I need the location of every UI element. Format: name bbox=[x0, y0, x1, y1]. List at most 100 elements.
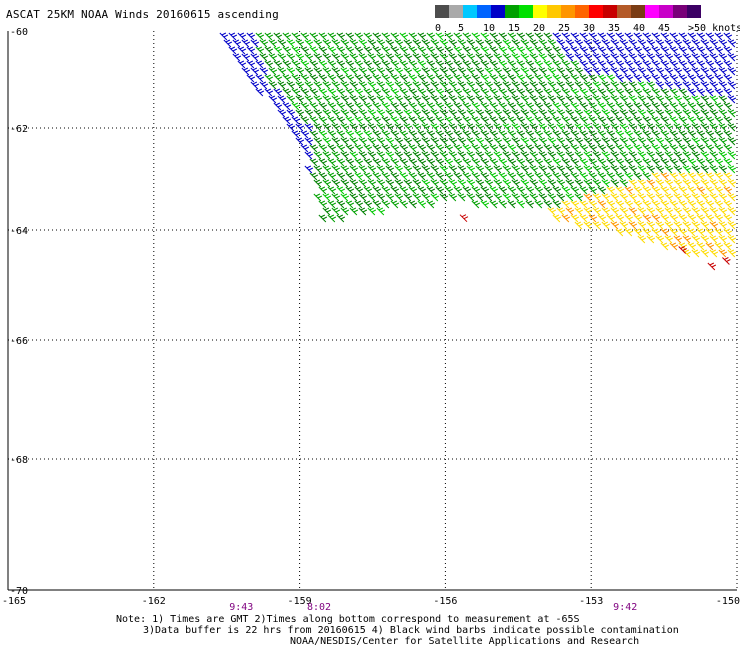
wind-barb bbox=[381, 32, 391, 41]
wind-barb bbox=[444, 102, 454, 111]
wind-barb bbox=[678, 74, 688, 83]
wind-barb bbox=[403, 81, 413, 90]
wind-barb bbox=[367, 207, 377, 216]
wind-barb bbox=[246, 46, 256, 55]
wind-barb bbox=[462, 116, 472, 125]
wind-barb bbox=[597, 214, 607, 223]
wind-barb bbox=[624, 32, 634, 41]
wind-barb bbox=[682, 39, 692, 48]
wind-barb bbox=[655, 235, 665, 244]
wind-barb bbox=[529, 165, 539, 174]
wind-barb bbox=[547, 165, 557, 174]
wind-barb bbox=[637, 235, 647, 244]
wind-barb bbox=[642, 186, 652, 195]
wind-barb bbox=[232, 39, 242, 48]
wind-barb bbox=[610, 151, 620, 160]
wind-barb bbox=[493, 137, 503, 146]
wind-barb bbox=[327, 32, 337, 41]
wind-barb bbox=[673, 207, 683, 216]
wind-barb bbox=[502, 123, 512, 132]
wind-barb bbox=[475, 193, 485, 202]
plot-frame bbox=[7, 31, 738, 591]
colorbar-swatch bbox=[435, 5, 449, 18]
wind-barb bbox=[493, 109, 503, 118]
wind-barb bbox=[660, 74, 670, 83]
wind-barb bbox=[633, 214, 643, 223]
wind-barb bbox=[358, 53, 368, 62]
wind-barb bbox=[565, 53, 575, 62]
wind-barb bbox=[646, 67, 656, 76]
wind-barb bbox=[318, 172, 328, 181]
wind-barb bbox=[660, 88, 670, 97]
wind-barb bbox=[664, 39, 674, 48]
wind-barb bbox=[583, 81, 593, 90]
wind-barb bbox=[390, 200, 400, 209]
wind-barb bbox=[552, 200, 562, 209]
wind-barb bbox=[394, 109, 404, 118]
wind-barb bbox=[718, 249, 728, 258]
wind-barb bbox=[430, 95, 440, 104]
wind-barb bbox=[574, 39, 584, 48]
wind-barb bbox=[637, 165, 647, 174]
wind-barb bbox=[597, 130, 607, 139]
wind-barb bbox=[475, 109, 485, 118]
wind-barb bbox=[394, 123, 404, 132]
wind-barb bbox=[642, 32, 652, 41]
wind-barb bbox=[552, 214, 562, 223]
wind-barb bbox=[390, 172, 400, 181]
wind-barb bbox=[318, 88, 328, 97]
wind-barb bbox=[673, 151, 683, 160]
wind-barb bbox=[633, 46, 643, 55]
wind-barb bbox=[426, 186, 436, 195]
wind-barb bbox=[714, 32, 724, 41]
wind-barb bbox=[538, 151, 548, 160]
wind-barb bbox=[511, 123, 521, 132]
wind-barb bbox=[655, 123, 665, 132]
x-tick-label: -159 bbox=[288, 596, 312, 607]
wind-barb bbox=[642, 46, 652, 55]
wind-barb bbox=[457, 193, 467, 202]
wind-barb bbox=[624, 60, 634, 69]
wind-barb bbox=[493, 39, 503, 48]
wind-barb bbox=[718, 95, 728, 104]
wind-barb bbox=[331, 137, 341, 146]
wind-barb bbox=[700, 165, 710, 174]
wind-barb bbox=[466, 165, 476, 174]
wind-barb bbox=[574, 109, 584, 118]
wind-barb bbox=[439, 39, 449, 48]
wind-barb bbox=[471, 200, 481, 209]
wind-barb bbox=[538, 137, 548, 146]
wind-barb bbox=[354, 74, 364, 83]
wind-barb bbox=[691, 165, 701, 174]
wind-barb bbox=[345, 46, 355, 55]
wind-barb bbox=[660, 102, 670, 111]
wind-barb bbox=[367, 193, 377, 202]
wind-barb bbox=[318, 130, 328, 139]
wind-barb bbox=[642, 228, 652, 237]
wind-barb bbox=[718, 53, 728, 62]
wind-barb bbox=[556, 39, 566, 48]
wind-barb bbox=[655, 165, 665, 174]
wind-barb bbox=[426, 116, 436, 125]
wind-barb bbox=[556, 179, 566, 188]
wind-barb bbox=[358, 39, 368, 48]
wind-barb bbox=[660, 200, 670, 209]
wind-barb bbox=[678, 60, 688, 69]
wind-barb bbox=[547, 137, 557, 146]
wind-barb bbox=[727, 235, 737, 244]
wind-barb bbox=[363, 88, 373, 97]
wind-barbs bbox=[219, 32, 737, 271]
wind-barb bbox=[727, 137, 737, 146]
wind-barb bbox=[484, 39, 494, 48]
wind-barb bbox=[624, 186, 634, 195]
wind-barb bbox=[331, 53, 341, 62]
wind-barb bbox=[241, 67, 251, 76]
wind-barb bbox=[286, 123, 296, 132]
wind-barb bbox=[336, 158, 346, 167]
wind-barb bbox=[444, 88, 454, 97]
wind-barb bbox=[237, 32, 247, 41]
wind-barb bbox=[471, 172, 481, 181]
x-tick-label: -165 bbox=[2, 596, 26, 607]
wind-barb bbox=[529, 137, 539, 146]
wind-barb bbox=[565, 67, 575, 76]
